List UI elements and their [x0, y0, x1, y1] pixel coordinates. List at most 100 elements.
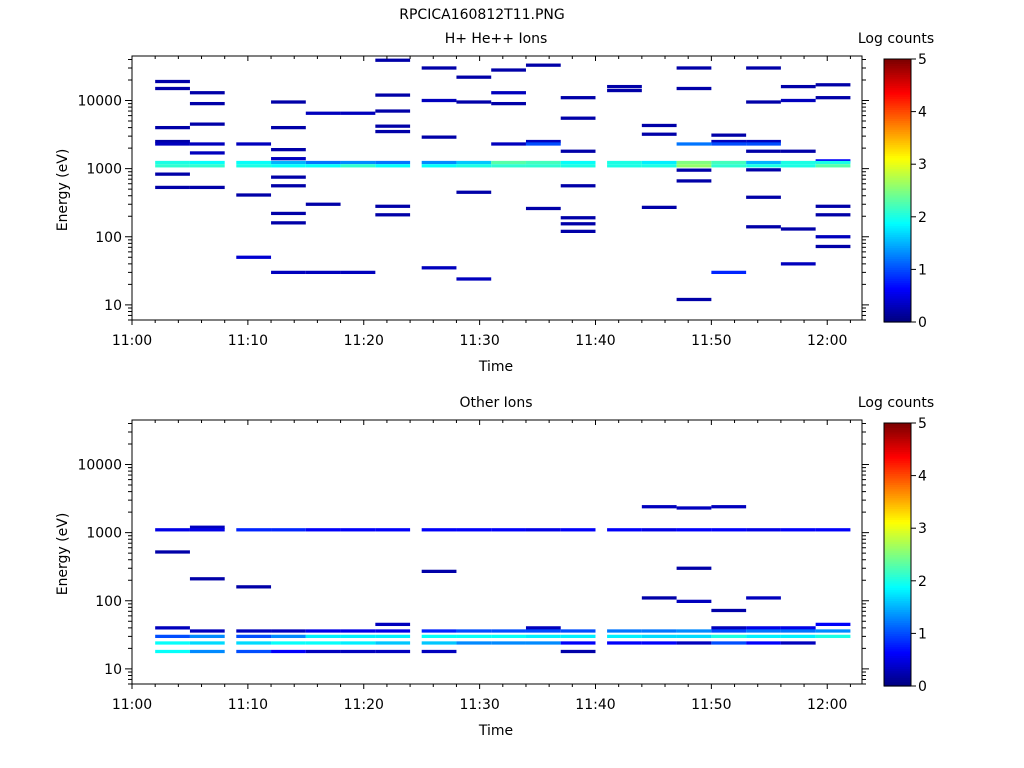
colorbar-swatch	[884, 510, 911, 514]
heatmap-cell	[375, 204, 411, 208]
colorbar-swatch	[884, 118, 911, 121]
y-axis-label: Energy (eV)	[55, 513, 71, 596]
colorbar-swatch	[884, 455, 911, 459]
heatmap-cell	[780, 149, 816, 153]
colorbar-swatch	[884, 528, 911, 531]
colorbar-swatch	[884, 504, 911, 507]
heatmap-cell	[711, 634, 747, 639]
heatmap-cell	[676, 528, 712, 532]
heatmap-cell	[815, 244, 851, 249]
heatmap-cell	[155, 139, 190, 144]
x-tick-label: 11:10	[228, 697, 268, 713]
heatmap-cell	[375, 109, 411, 113]
heatmap-cell	[560, 164, 596, 168]
colorbar-swatch	[884, 170, 911, 174]
colorbar-swatch	[884, 423, 911, 426]
heatmap-cell	[780, 634, 816, 639]
heatmap-cell	[189, 185, 225, 190]
heatmap-cell	[236, 629, 272, 633]
heatmap-cell	[155, 164, 190, 168]
y-tick-label: 10000	[77, 458, 122, 474]
heatmap-cell	[421, 629, 457, 633]
colorbar-swatch	[884, 80, 911, 84]
colorbar-frame	[883, 422, 912, 687]
heatmap-cell	[641, 641, 677, 645]
heatmap-cell	[815, 629, 851, 633]
colorbar-swatch	[884, 105, 911, 108]
colorbar-swatch	[884, 677, 911, 681]
colorbar-swatch	[884, 501, 911, 505]
colorbar-swatch	[884, 61, 911, 64]
colorbar-swatch	[884, 675, 911, 678]
colorbar-swatch	[884, 216, 911, 220]
colorbar-swatch	[884, 166, 911, 170]
colorbar-swatch	[884, 227, 911, 231]
colorbar-swatch	[884, 65, 911, 69]
x-tick-label: 11:30	[459, 697, 499, 713]
heatmap-cell	[780, 641, 816, 645]
heatmap-cell	[780, 629, 816, 633]
plot-frame	[131, 55, 863, 321]
colorbar-swatch	[884, 262, 911, 266]
colorbar-swatch	[884, 672, 911, 676]
heatmap-cell	[305, 641, 341, 645]
heatmap-cell	[456, 190, 492, 194]
colorbar-swatch	[884, 142, 911, 146]
colorbar-swatch	[884, 208, 911, 211]
colorbar-swatch	[884, 267, 911, 270]
colorbar-swatch	[884, 517, 911, 521]
heatmap-cell	[421, 66, 457, 70]
heatmap-cell	[305, 528, 341, 532]
heatmap-cell	[305, 202, 341, 206]
heatmap-cell	[271, 160, 306, 165]
colorbar-swatch	[884, 172, 911, 176]
colorbar-swatch	[884, 477, 911, 481]
colorbar-swatch	[884, 240, 911, 244]
colorbar-swatch	[884, 526, 911, 529]
heatmap-cell	[421, 135, 457, 139]
heatmap-cell	[271, 528, 306, 532]
heatmap-cell	[189, 164, 225, 168]
colorbar-swatch	[884, 659, 911, 663]
colorbar-swatch	[884, 469, 911, 472]
heatmap-cell	[456, 160, 492, 165]
colorbar-swatch	[884, 431, 911, 435]
heatmap-cell	[746, 149, 781, 153]
colorbar-swatch	[884, 179, 911, 183]
heatmap-cell	[456, 164, 492, 168]
heatmap-cell	[189, 151, 225, 155]
colorbar-swatch	[884, 159, 911, 163]
heatmap-cell	[746, 164, 781, 168]
heatmap-cell	[421, 634, 457, 639]
colorbar-swatch	[884, 598, 911, 602]
colorbar-swatch	[884, 210, 911, 214]
heatmap-cell	[746, 626, 781, 630]
colorbar-swatch	[884, 63, 911, 67]
x-tick-label: 11:20	[344, 333, 384, 349]
heatmap-cell	[676, 168, 712, 172]
colorbar-swatch	[884, 122, 911, 126]
heatmap-cell	[421, 266, 457, 270]
heatmap-cell	[815, 622, 851, 627]
colorbar-swatch	[884, 205, 911, 209]
x-tick-label: 11:50	[691, 697, 731, 713]
colorbar-swatch	[884, 447, 911, 450]
heatmap-cell	[815, 528, 851, 532]
colorbar-swatch	[884, 177, 911, 181]
colorbar-swatch	[884, 247, 911, 251]
heatmap-cell	[375, 129, 411, 134]
heatmap-cell	[236, 528, 272, 532]
colorbar-swatch	[884, 479, 911, 483]
heatmap-cell	[375, 641, 411, 645]
heatmap-cell	[711, 160, 747, 165]
colorbar-swatch	[884, 137, 911, 141]
colorbar-swatch	[884, 679, 911, 683]
colorbar-swatch	[884, 596, 911, 599]
colorbar-swatch	[884, 192, 911, 196]
colorbar-swatch	[884, 556, 911, 560]
heatmap-cell	[236, 164, 272, 168]
heatmap-cell	[525, 634, 561, 639]
colorbar-swatch	[884, 107, 911, 111]
colorbar-swatch	[884, 438, 911, 442]
heatmap-cell	[607, 88, 642, 93]
